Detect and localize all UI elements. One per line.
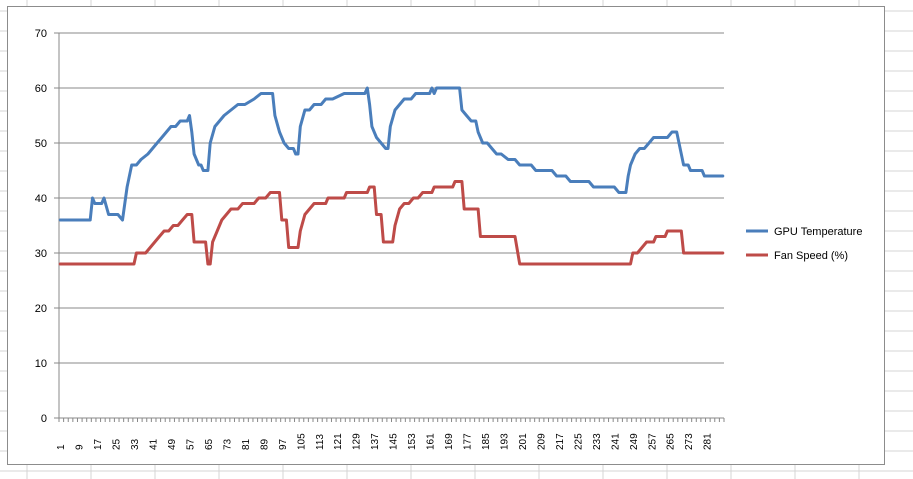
x-tick-label: 249 — [629, 433, 640, 450]
x-tick-label: 185 — [481, 433, 492, 450]
x-tick-label: 33 — [130, 438, 141, 450]
x-tick-label: 81 — [241, 438, 252, 450]
y-tick-label: 20 — [35, 303, 47, 315]
x-tick-label: 153 — [407, 433, 418, 450]
series-line-fan-speed — [58, 180, 725, 266]
x-tick-label: 225 — [573, 433, 584, 450]
x-tick-label: 129 — [352, 433, 363, 450]
x-tick-label: 193 — [499, 433, 510, 450]
y-tick-label: 0 — [41, 413, 47, 425]
x-tick-label: 233 — [592, 433, 603, 450]
x-tick-label: 17 — [93, 438, 104, 450]
x-tick-label: 65 — [204, 438, 215, 450]
chart-area[interactable]: 0 10 20 30 40 50 60 70 1 9 17 25 33 41 49 57 65 73 81 89 97… — [7, 6, 885, 465]
legend-label-gpu-temperature: GPU Temperature — [774, 226, 862, 238]
x-tick-label: 273 — [684, 433, 695, 450]
x-tick-label: 25 — [112, 438, 123, 450]
legend-label-fan-speed: Fan Speed (%) — [774, 250, 848, 262]
axes — [58, 33, 725, 422]
x-tick-label: 265 — [666, 433, 677, 450]
x-tick-label: 137 — [370, 433, 381, 450]
series-line-gpu-temperature — [58, 86, 725, 222]
x-tick-label: 97 — [278, 438, 289, 450]
x-tick-label: 105 — [296, 433, 307, 450]
x-tick-label: 9 — [75, 444, 86, 450]
x-tick-label: 161 — [426, 433, 437, 450]
series-lines — [58, 86, 725, 266]
y-tick-label: 10 — [35, 358, 47, 370]
y-tick-label: 30 — [35, 248, 47, 260]
x-tick-label: 145 — [389, 433, 400, 450]
x-tick-label: 217 — [555, 433, 566, 450]
x-tick-label: 257 — [647, 433, 658, 450]
y-gridlines — [54, 32, 724, 419]
x-tick-label: 73 — [222, 438, 233, 450]
x-tick-label: 89 — [259, 438, 270, 450]
line-chart: 0 10 20 30 40 50 60 70 1 9 17 25 33 41 49 57 65 73 81 89 97… — [35, 28, 863, 450]
y-tick-label: 60 — [35, 83, 47, 95]
x-tick-label: 57 — [185, 438, 196, 450]
x-axis-tick-labels: 1 9 17 25 33 41 49 57 65 73 81 89 97 105 113 121 129 137 1… — [56, 433, 714, 450]
x-tick-label: 121 — [333, 433, 344, 450]
legend: GPU Temperature Fan Speed (%) — [746, 226, 862, 262]
x-tick-label: 41 — [149, 438, 160, 450]
x-tick-label: 177 — [463, 433, 474, 450]
x-tick-label: 281 — [703, 433, 714, 450]
x-tick-label: 113 — [315, 434, 326, 450]
x-tick-label: 169 — [444, 433, 455, 450]
x-tick-label: 49 — [167, 438, 178, 450]
y-tick-label: 50 — [35, 138, 47, 150]
y-tick-label: 40 — [35, 193, 47, 205]
x-tick-label: 241 — [610, 433, 621, 450]
y-tick-label: 70 — [35, 28, 47, 40]
x-tick-label: 209 — [536, 433, 547, 450]
x-tick-label: 1 — [56, 444, 67, 450]
y-axis-tick-labels: 0 10 20 30 40 50 60 70 — [35, 28, 47, 425]
x-tick-label: 201 — [518, 433, 529, 450]
